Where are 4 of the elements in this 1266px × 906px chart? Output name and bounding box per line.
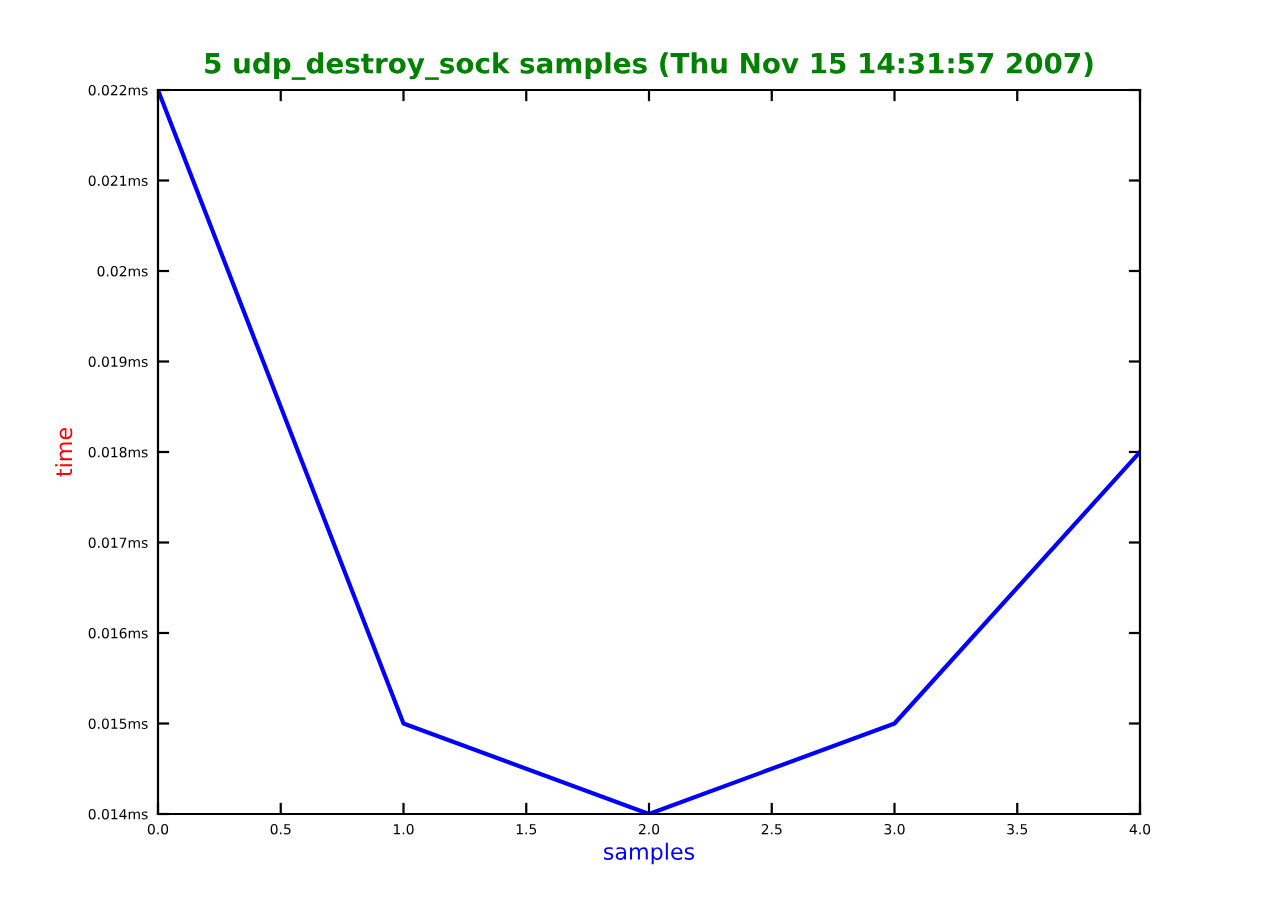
line-series (158, 90, 1140, 814)
y-axis-title: time (55, 428, 73, 477)
x-axis-title: samples (604, 842, 695, 865)
chart-title: 5 udp_destroy_sock samples (Thu Nov 15 14:31:57 2007) (205, 52, 1093, 80)
